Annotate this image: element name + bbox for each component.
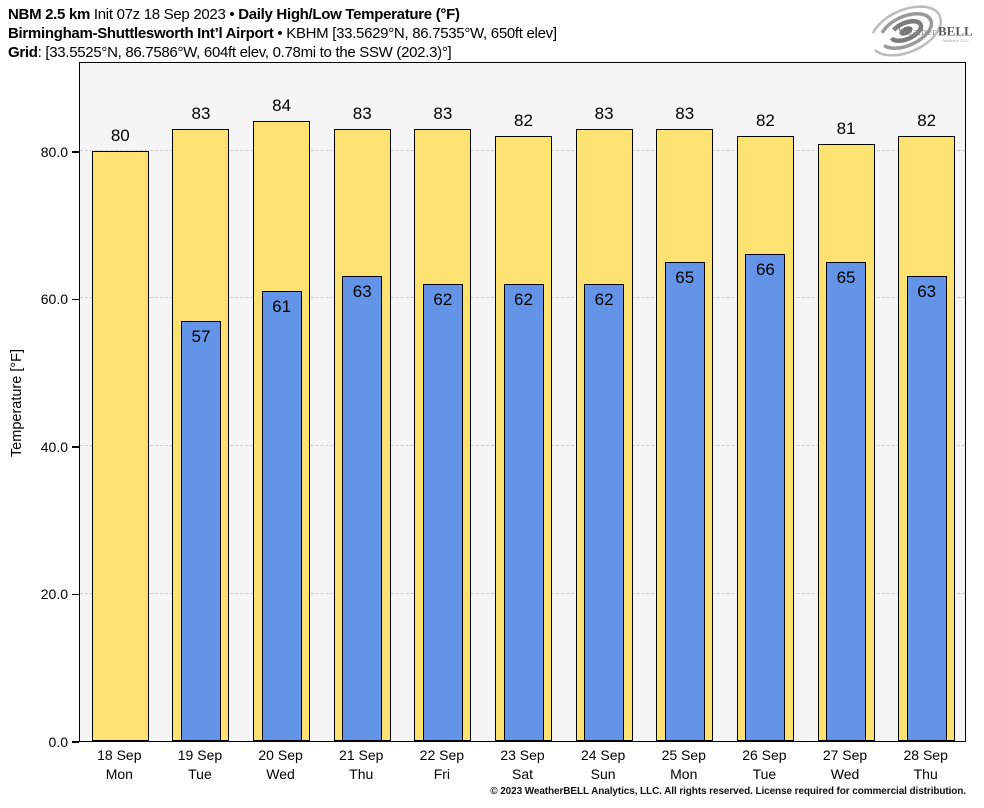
low-value-label: 65	[836, 267, 856, 287]
chart-title: Daily High/Low Temperature (°F)	[238, 6, 460, 23]
x-tick-label: 18 Sep Mon	[69, 746, 169, 784]
low-bar	[261, 291, 302, 741]
y-tick-mark	[72, 446, 79, 448]
x-tick-date: 20 Sep	[258, 747, 303, 763]
x-tick-weekday: Sat	[511, 766, 533, 782]
y-tick-mark	[72, 593, 79, 596]
high-value-label: 84	[272, 96, 292, 116]
y-tick-label: 40.0	[40, 438, 68, 455]
station-name: Birmingham-Shuttlesworth Int’l Airport	[8, 25, 274, 42]
x-tick-weekday: Sun	[590, 766, 616, 782]
low-value-label: 66	[755, 260, 775, 280]
low-bar	[826, 261, 867, 741]
y-tick-mark	[72, 741, 79, 743]
high-value-label: 83	[352, 103, 372, 123]
y-tick-mark	[72, 151, 79, 153]
x-tick-label: 24 Sep Sun	[553, 746, 653, 784]
low-bar	[584, 283, 625, 741]
y-tick-label: 0.0	[48, 734, 68, 750]
high-value-label: 82	[755, 111, 775, 131]
low-value-label: 62	[433, 289, 453, 309]
low-value-label: 62	[514, 289, 533, 309]
y-tick-mark	[72, 298, 79, 301]
copyright-notice: © 2023 WeatherBELL Analytics, LLC. All r…	[490, 786, 966, 797]
high-value-label: 83	[675, 103, 695, 123]
x-tick-label: 21 Sep Thu	[311, 746, 411, 784]
grid-details: : [33.5525°N, 86.7586°W, 604ft elev, 0.7…	[37, 44, 452, 61]
x-tick-label: 27 Sep Wed	[795, 746, 895, 784]
x-tick-label: 23 Sep Sat	[473, 746, 573, 784]
x-tick-date: 24 Sep	[580, 747, 626, 763]
y-tick-label: 80.0	[40, 143, 68, 160]
low-value-label: 65	[675, 267, 695, 287]
low-value-label: 62	[594, 289, 614, 309]
low-bar	[180, 320, 221, 741]
high-value-label: 82	[514, 111, 533, 131]
weatherbell-logo: Weather BELL Analytics LLC	[869, 5, 973, 57]
x-tick-weekday: Tue	[752, 766, 777, 782]
x-tick-date: 28 Sep	[903, 747, 948, 763]
low-bar	[503, 283, 544, 741]
x-tick-label: 22 Sep Fri	[392, 746, 492, 784]
high-value-label: 81	[836, 118, 856, 138]
x-tick-label: 20 Sep Wed	[231, 746, 331, 784]
high-value-label: 83	[191, 103, 211, 123]
x-tick-weekday: Wed	[266, 766, 295, 782]
hurricane-swirl-icon	[869, 5, 943, 57]
x-tick-date: 21 Sep	[339, 747, 384, 763]
x-tick-label: 19 Sep Tue	[150, 746, 250, 784]
low-bar	[342, 276, 383, 741]
y-tick-label: 60.0	[40, 291, 68, 308]
low-bar	[906, 276, 947, 741]
low-value-label: 61	[272, 297, 292, 317]
x-tick-weekday: Thu	[913, 766, 938, 782]
high-value-label: 83	[433, 103, 453, 123]
header-line-1: NBM 2.5 km Init 07z 18 Sep 2023 • Daily …	[8, 5, 557, 24]
low-value-label: 63	[917, 282, 937, 302]
x-tick-label: 28 Sep Thu	[876, 746, 976, 784]
x-tick-weekday: Mon	[670, 766, 698, 782]
low-bar	[745, 254, 786, 741]
low-value-label: 57	[191, 326, 211, 346]
logo-text-analytics: Analytics LLC	[942, 38, 969, 43]
x-tick-date: 25 Sep	[661, 747, 706, 763]
x-tick-label: 25 Sep Mon	[634, 746, 734, 784]
x-tick-date: 18 Sep	[97, 747, 142, 763]
chart-header: NBM 2.5 km Init 07z 18 Sep 2023 • Daily …	[8, 5, 557, 62]
x-tick-weekday: Thu	[349, 766, 374, 782]
y-axis-title: Temperature [°F]	[9, 348, 25, 458]
x-tick-date: 27 Sep	[822, 747, 868, 763]
high-value-label: 80	[110, 125, 130, 145]
x-tick-label: 26 Sep Tue	[714, 746, 814, 784]
logo-text-bell: BELL	[938, 24, 973, 39]
header-line-3: Grid: [33.5525°N, 86.7586°W, 604ft elev,…	[8, 43, 557, 62]
x-tick-date: 26 Sep	[742, 747, 787, 763]
x-tick-weekday: Wed	[830, 766, 860, 782]
x-tick-date: 19 Sep	[177, 747, 223, 763]
x-tick-date: 22 Sep	[419, 747, 465, 763]
station-details: • KBHM [33.5629°N, 86.7535°W, 650ft elev…	[273, 25, 557, 42]
high-bar	[91, 150, 149, 741]
x-tick-date: 23 Sep	[500, 747, 545, 763]
x-tick-weekday: Tue	[188, 766, 212, 782]
init-time: Init 07z 18 Sep 2023 •	[90, 6, 239, 23]
low-bar	[664, 261, 705, 741]
high-value-label: 83	[594, 103, 614, 123]
x-tick-weekday: Mon	[105, 766, 133, 782]
model-name: NBM 2.5 km	[8, 6, 91, 23]
low-bar	[422, 283, 463, 741]
header-line-2: Birmingham-Shuttlesworth Int’l Airport •…	[8, 24, 557, 43]
high-value-label: 82	[917, 111, 937, 131]
x-tick-weekday: Fri	[433, 766, 451, 782]
low-value-label: 63	[352, 282, 372, 302]
y-tick-label: 20.0	[40, 586, 68, 603]
grid-label: Grid	[8, 44, 38, 61]
logo-text-weather: Weather	[898, 27, 936, 38]
plot-area: 80 83 84 83 83 82 83 83 82 81 82 57 61 63 62 62 62 65 66 65…	[79, 62, 966, 742]
